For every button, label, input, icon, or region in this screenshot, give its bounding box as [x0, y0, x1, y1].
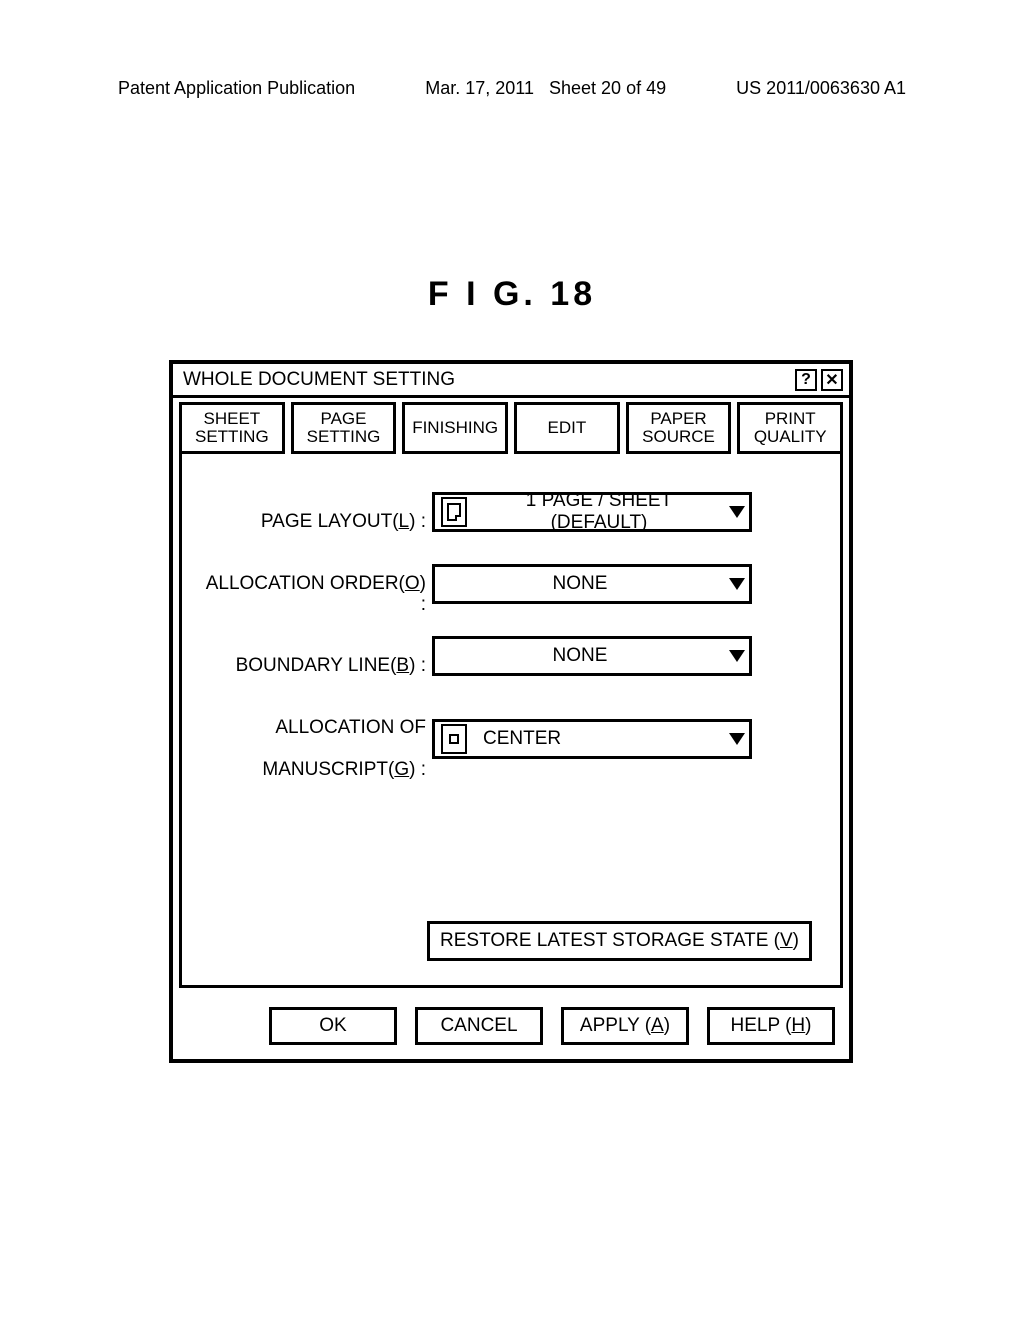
cancel-button[interactable]: CANCEL [415, 1007, 543, 1045]
tab-finishing[interactable]: FINISHING [402, 402, 508, 454]
tab-print-quality[interactable]: PRINT QUALITY [737, 402, 843, 454]
label-allocation-manuscript: ALLOCATION OF MANUSCRIPT(G) : [200, 697, 432, 781]
tab-content: PAGE LAYOUT(L) : 1 PAGE / SHEET (DEFAULT… [179, 451, 843, 988]
figure-title: F I G. 18 [0, 275, 1024, 314]
dialog-title: WHOLE DOCUMENT SETTING [183, 369, 455, 391]
chevron-down-icon[interactable] [725, 495, 749, 529]
chevron-down-icon[interactable] [725, 639, 749, 673]
label-allocation-order: ALLOCATION ORDER(O) : [200, 553, 432, 616]
titlebar: WHOLE DOCUMENT SETTING ? ✕ [173, 364, 849, 398]
help-icon[interactable]: ? [795, 369, 817, 391]
combo-page-layout[interactable]: 1 PAGE / SHEET (DEFAULT) [432, 492, 752, 532]
dialog-button-row: OK CANCEL APPLY (A) HELP (H) [173, 997, 849, 1059]
chevron-down-icon[interactable] [725, 567, 749, 601]
chevron-down-icon[interactable] [725, 722, 749, 756]
tab-paper-source[interactable]: PAPER SOURCE [626, 402, 732, 454]
row-boundary-line: BOUNDARY LINE(B) : NONE [200, 635, 812, 677]
header-center: Mar. 17, 2011 Sheet 20 of 49 [425, 78, 666, 99]
apply-button[interactable]: APPLY (A) [561, 1007, 689, 1045]
row-allocation-manuscript: ALLOCATION OF MANUSCRIPT(G) : CENTER [200, 697, 812, 781]
publication-number: US 2011/0063630 A1 [736, 78, 906, 99]
help-button[interactable]: HELP (H) [707, 1007, 835, 1045]
titlebar-buttons: ? ✕ [795, 369, 843, 391]
restore-latest-state-button[interactable]: RESTORE LATEST STORAGE STATE (V) [427, 921, 812, 961]
combo-boundary-line-value: NONE [435, 645, 725, 667]
ok-button[interactable]: OK [269, 1007, 397, 1045]
combo-page-layout-value: 1 PAGE / SHEET (DEFAULT) [473, 490, 725, 534]
label-page-layout: PAGE LAYOUT(L) : [200, 491, 432, 533]
row-allocation-order: ALLOCATION ORDER(O) : NONE [200, 553, 812, 616]
combo-boundary-line[interactable]: NONE [432, 636, 752, 676]
combo-allocation-order[interactable]: NONE [432, 564, 752, 604]
page-layout-icon [439, 497, 469, 527]
tabs-row: SHEET SETTING PAGE SETTING FINISHING EDI… [173, 398, 849, 454]
row-page-layout: PAGE LAYOUT(L) : 1 PAGE / SHEET (DEFAULT… [200, 491, 812, 533]
combo-allocation-order-value: NONE [435, 573, 725, 595]
publication-label: Patent Application Publication [118, 78, 355, 99]
combo-allocation-manuscript[interactable]: CENTER [432, 719, 752, 759]
close-icon[interactable]: ✕ [821, 369, 843, 391]
combo-allocation-manuscript-value: CENTER [473, 728, 725, 750]
center-position-icon [439, 724, 469, 754]
dialog-whole-document-setting: WHOLE DOCUMENT SETTING ? ✕ SHEET SETTING… [169, 360, 853, 1063]
label-boundary-line: BOUNDARY LINE(B) : [200, 635, 432, 677]
tab-page-setting[interactable]: PAGE SETTING [291, 402, 397, 454]
publication-date: Mar. 17, 2011 [425, 78, 534, 98]
tab-edit[interactable]: EDIT [514, 402, 620, 454]
tab-sheet-setting[interactable]: SHEET SETTING [179, 402, 285, 454]
page-header: Patent Application Publication Mar. 17, … [0, 78, 1024, 99]
restore-row: RESTORE LATEST STORAGE STATE (V) [200, 921, 812, 961]
sheet-info: Sheet 20 of 49 [549, 78, 666, 98]
